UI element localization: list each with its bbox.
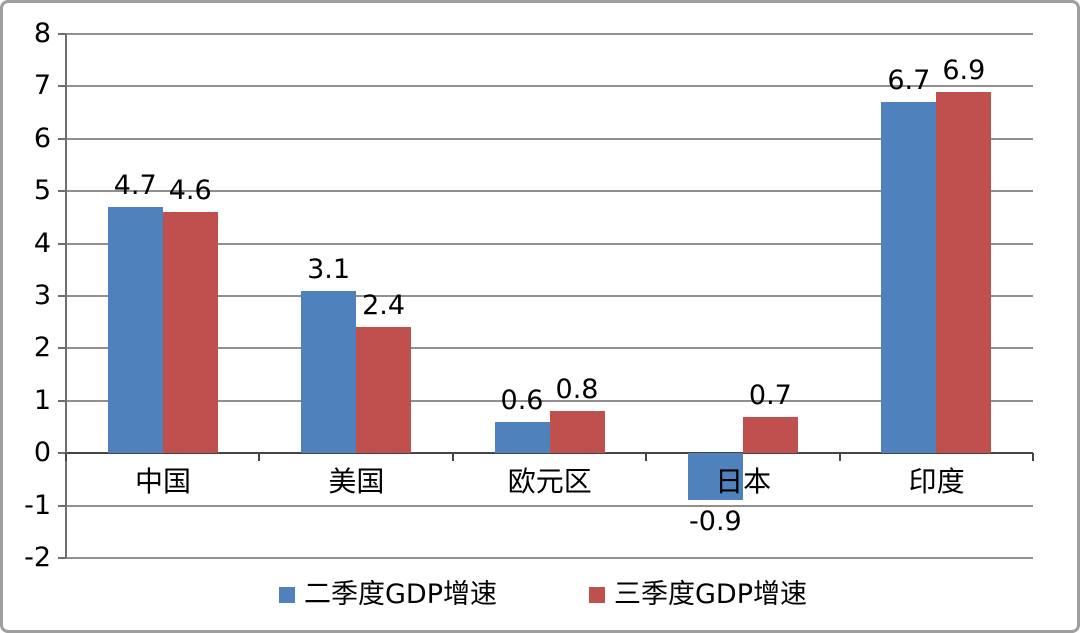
x-axis-zero-line bbox=[66, 452, 1033, 455]
y-axis-tick bbox=[58, 347, 66, 350]
legend-label: 三季度GDP增速 bbox=[614, 579, 807, 610]
legend-label: 二季度GDP增速 bbox=[304, 579, 497, 610]
y-axis-tick-label: 8 bbox=[33, 18, 51, 49]
y-axis-tick-label: 4 bbox=[33, 227, 51, 259]
bar-series-1 bbox=[301, 290, 357, 454]
gridline bbox=[66, 399, 1033, 402]
x-axis-tick bbox=[645, 453, 648, 462]
value-label: 6.7 bbox=[887, 65, 931, 97]
legend-swatch-series-1 bbox=[279, 587, 295, 603]
y-axis-tick-label: -1 bbox=[24, 489, 51, 521]
y-axis-tick bbox=[58, 295, 66, 297]
legend-item: 二季度GDP增速 bbox=[279, 579, 497, 611]
gridline bbox=[66, 137, 1033, 140]
y-axis-tick bbox=[58, 557, 66, 559]
y-axis-tick bbox=[58, 85, 66, 88]
legend-item: 三季度GDP增速 bbox=[589, 579, 807, 611]
bar-series-2 bbox=[742, 416, 798, 454]
x-axis-tick bbox=[1032, 453, 1034, 462]
bar-series-2 bbox=[162, 212, 218, 454]
y-axis-tick bbox=[58, 452, 66, 455]
gridline bbox=[66, 33, 1033, 35]
gridline bbox=[66, 242, 1033, 245]
category-label: 日本 bbox=[715, 465, 772, 499]
bar-series-2 bbox=[936, 91, 992, 454]
value-label: 0.8 bbox=[555, 374, 599, 406]
y-axis-tick-label: 3 bbox=[33, 280, 51, 311]
y-axis-tick bbox=[58, 137, 66, 140]
value-label: 2.4 bbox=[362, 290, 406, 322]
y-axis-tick bbox=[58, 242, 66, 245]
y-axis-tick-label: 0 bbox=[33, 437, 51, 469]
gridline bbox=[66, 557, 1033, 559]
value-label: 3.1 bbox=[307, 253, 351, 285]
y-axis-tick-label: 5 bbox=[33, 175, 51, 207]
y-axis-tick-label: -2 bbox=[24, 542, 51, 573]
bar-series-2 bbox=[356, 327, 412, 454]
bar-series-2 bbox=[549, 411, 605, 454]
y-axis-tick-label: 7 bbox=[33, 70, 51, 102]
gridline bbox=[66, 347, 1033, 350]
category-label: 中国 bbox=[134, 465, 191, 499]
value-label: 4.7 bbox=[113, 169, 157, 201]
value-label: 0.7 bbox=[748, 379, 792, 411]
bar-series-1 bbox=[881, 102, 937, 454]
y-axis-tick bbox=[58, 504, 66, 507]
bar-series-1 bbox=[687, 453, 743, 501]
value-label: 0.6 bbox=[500, 384, 544, 416]
x-axis-tick bbox=[838, 453, 841, 462]
x-axis-tick bbox=[451, 453, 454, 462]
x-axis-tick bbox=[258, 453, 261, 462]
gridline bbox=[66, 504, 1033, 507]
gridline bbox=[66, 295, 1033, 297]
value-label: 6.9 bbox=[942, 54, 986, 86]
gridline bbox=[66, 85, 1033, 88]
category-label: 欧元区 bbox=[507, 465, 592, 499]
y-axis-tick bbox=[58, 399, 66, 402]
chart-legend: 二季度GDP增速 三季度GDP增速 bbox=[3, 579, 1077, 611]
bar-series-1 bbox=[494, 421, 550, 454]
category-label: 美国 bbox=[328, 465, 385, 499]
x-axis-tick bbox=[65, 453, 67, 462]
gridline bbox=[66, 190, 1033, 193]
y-axis-tick-label: 6 bbox=[33, 122, 51, 154]
category-label: 印度 bbox=[908, 465, 965, 499]
y-axis-line bbox=[65, 34, 67, 558]
legend-swatch-series-2 bbox=[589, 587, 605, 603]
y-axis-tick-label: 2 bbox=[33, 332, 51, 364]
value-label: 4.6 bbox=[168, 175, 212, 207]
y-axis-tick bbox=[58, 33, 66, 35]
value-label: -0.9 bbox=[689, 506, 742, 538]
bar-series-1 bbox=[107, 206, 163, 454]
y-axis-tick-label: 1 bbox=[33, 384, 51, 416]
y-axis-tick bbox=[58, 190, 66, 193]
